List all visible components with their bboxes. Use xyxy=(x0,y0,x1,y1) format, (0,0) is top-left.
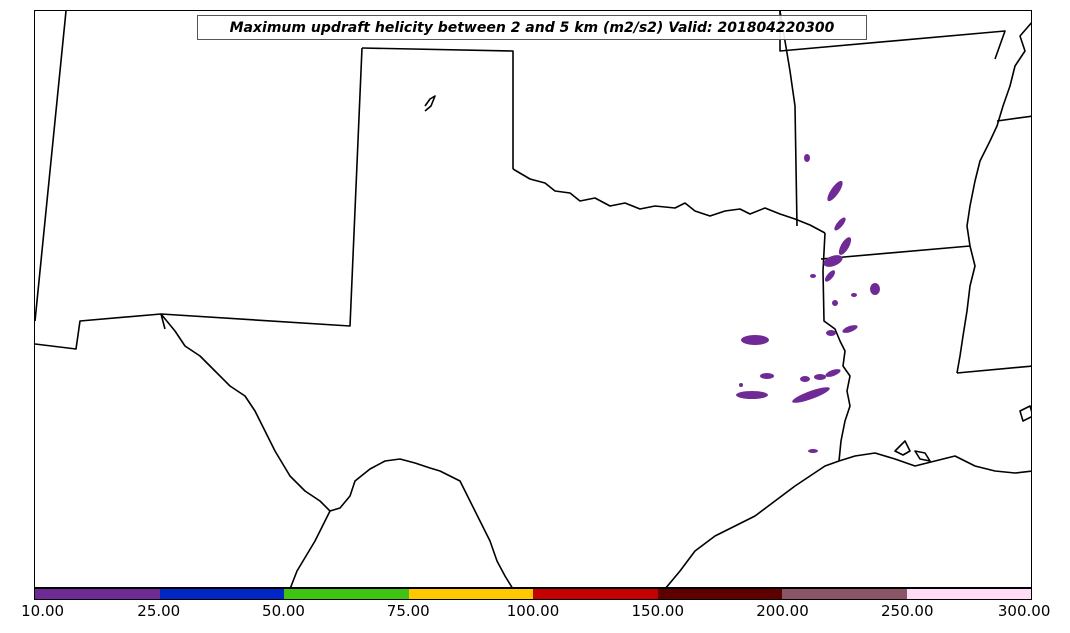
colorbar-tick-label: 75.00 xyxy=(386,602,430,620)
map-title: Maximum updraft helicity between 2 and 5… xyxy=(197,15,867,40)
colorbar-segment xyxy=(782,589,907,599)
oklahoma-east-border xyxy=(779,11,798,227)
helicity-cell xyxy=(808,449,818,453)
colorbar-segment xyxy=(533,589,658,599)
red-river-border xyxy=(512,168,826,234)
colorbar-tick-label: 250.00 xyxy=(881,602,934,620)
helicity-cell xyxy=(842,325,858,333)
helicity-cell xyxy=(792,387,830,403)
colorbar-tick-label: 300.00 xyxy=(997,602,1051,620)
arizona-newmexico-border xyxy=(35,11,67,322)
helicity-cell xyxy=(824,270,836,282)
texas-louisiana-border xyxy=(822,232,851,462)
colorbar-segment xyxy=(35,589,160,599)
helicity-cell xyxy=(736,391,768,399)
mississippi-river xyxy=(956,22,1031,374)
helicity-cell xyxy=(838,237,852,255)
texas-coastline xyxy=(838,452,1031,474)
oklahoma-west-border xyxy=(361,47,514,169)
arkansas-louisiana-border xyxy=(820,245,971,260)
helicity-cell xyxy=(826,330,836,336)
colorbar-tick-label: 25.00 xyxy=(137,602,181,620)
helicity-cell xyxy=(834,217,846,231)
louisiana-east xyxy=(956,365,1031,374)
colorbar-segment xyxy=(159,589,284,599)
state-boundaries xyxy=(35,11,1031,587)
helicity-cell xyxy=(827,180,843,202)
helicity-cell xyxy=(825,369,841,377)
colorbar-segment xyxy=(657,589,782,599)
colorbar-tick-label: 100.00 xyxy=(506,602,560,620)
mississippi-state-border xyxy=(996,115,1031,122)
newmexico-mexico-border xyxy=(35,313,162,350)
colorbar-tick-label: 150.00 xyxy=(631,602,685,620)
helicity-cell xyxy=(832,300,838,306)
helicity-swaths xyxy=(736,154,880,453)
colorbar-segment xyxy=(284,589,409,599)
helicity-cell xyxy=(814,374,826,380)
rio-grande xyxy=(160,313,513,587)
colorbar-tick-label: 10.00 xyxy=(21,602,65,620)
helicity-cell xyxy=(810,274,816,278)
helicity-cell xyxy=(739,383,743,387)
colorbar-tick-label: 50.00 xyxy=(262,602,305,620)
helicity-cell xyxy=(870,283,880,295)
texas-gulf-coast xyxy=(665,460,840,587)
colorbar-segment xyxy=(906,589,1031,599)
helicity-cell xyxy=(760,373,774,379)
helicity-cell xyxy=(804,154,810,162)
newmexico-texas-border xyxy=(160,47,363,330)
map-panel xyxy=(34,10,1032,588)
colorbar-tick-label: 200.00 xyxy=(756,602,809,620)
colorbar-segment xyxy=(408,589,533,599)
map-canvas xyxy=(35,11,1031,587)
helicity-cell xyxy=(800,376,810,382)
helicity-cell xyxy=(823,255,843,267)
mexico-border xyxy=(289,510,331,587)
helicity-cell xyxy=(851,293,857,297)
louisiana-coast xyxy=(894,405,1031,462)
helicity-cell xyxy=(741,335,769,345)
colorbar xyxy=(34,588,1032,600)
lake xyxy=(424,95,436,112)
